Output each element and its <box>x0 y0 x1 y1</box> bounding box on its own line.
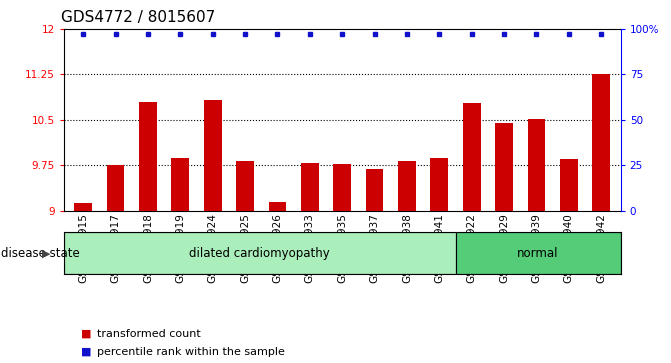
Bar <box>107 165 124 211</box>
Bar <box>495 123 513 211</box>
Bar <box>74 203 92 211</box>
Text: ■: ■ <box>81 329 91 339</box>
Bar <box>64 211 621 241</box>
Text: transformed count: transformed count <box>97 329 201 339</box>
Text: percentile rank within the sample: percentile rank within the sample <box>97 347 285 357</box>
Text: GDS4772 / 8015607: GDS4772 / 8015607 <box>61 10 215 25</box>
Bar <box>592 74 610 211</box>
Bar <box>236 161 254 211</box>
Bar <box>527 119 546 211</box>
Bar <box>560 159 578 211</box>
Bar <box>456 232 621 274</box>
Bar <box>64 232 456 274</box>
Text: ▶: ▶ <box>42 248 50 258</box>
Bar <box>204 101 221 211</box>
Bar <box>398 161 416 211</box>
Bar <box>268 202 287 211</box>
Bar <box>171 158 189 211</box>
Bar <box>463 103 480 211</box>
Bar <box>333 164 351 211</box>
Text: dilated cardiomyopathy: dilated cardiomyopathy <box>189 247 330 260</box>
Text: normal: normal <box>517 247 559 260</box>
Text: ■: ■ <box>81 347 91 357</box>
Bar <box>301 163 319 211</box>
Bar <box>366 170 384 211</box>
Bar <box>139 102 157 211</box>
Bar <box>430 158 448 211</box>
Text: disease state: disease state <box>1 247 80 260</box>
